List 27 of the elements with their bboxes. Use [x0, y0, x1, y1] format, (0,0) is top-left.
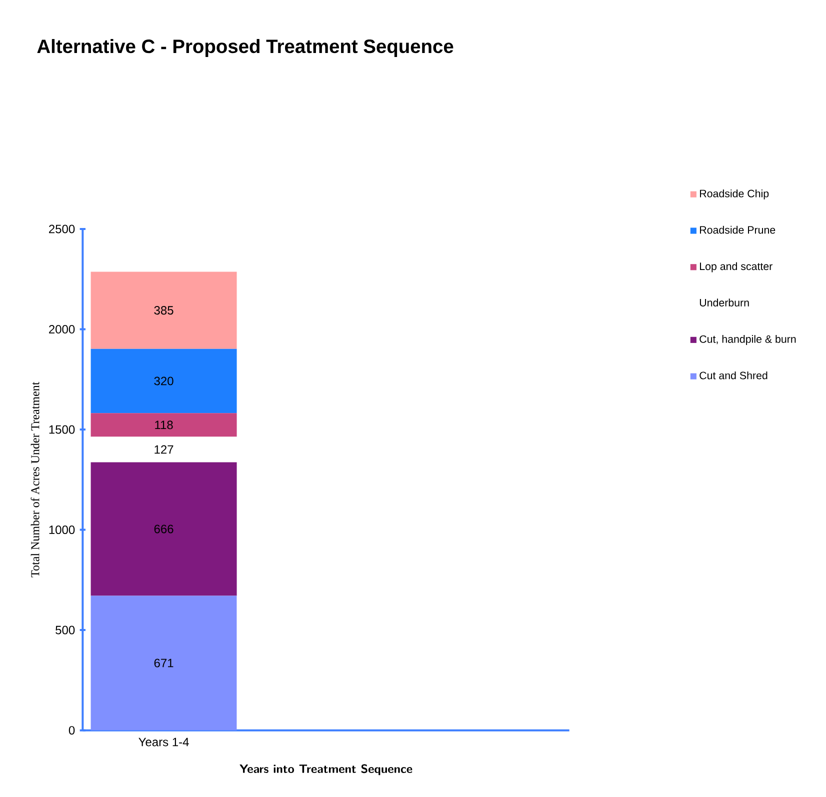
bar — [90, 462, 237, 596]
legend-label: Roadside Prune — [700, 226, 776, 234]
bar — [90, 596, 237, 730]
y-axis-title: Total Number of Acres Under Treatment — [30, 382, 40, 578]
bar — [90, 413, 237, 437]
chart-title: Alternative C - Proposed Treatment Sequence — [37, 39, 454, 57]
legend-label: Cut, handpile & burn — [700, 335, 796, 345]
y-tick-label: 1000 — [49, 526, 75, 534]
legend-label: Cut and Shred — [700, 371, 768, 380]
text: Underburn — [700, 298, 749, 306]
y-tick-label: 2500 — [49, 224, 75, 234]
y-tick-label: 0 — [68, 726, 75, 735]
data-label: 320 — [154, 376, 174, 386]
y-tick-label: 1500 — [49, 425, 75, 434]
data-label: 118 — [155, 420, 173, 430]
y-tick-label: 2000 — [49, 325, 75, 334]
bar — [90, 272, 237, 349]
y-tick-label: 500 — [56, 626, 75, 634]
legend-label: Roadside Chip — [700, 189, 769, 200]
x-axis-title: Years into Treatment Sequence — [240, 764, 412, 776]
bar — [90, 348, 237, 414]
x-tick-label: Years 1-4 — [138, 738, 189, 746]
data-label: 671 — [154, 658, 174, 668]
legend-label: Lop and scatter — [700, 262, 772, 272]
data-label: 666 — [154, 524, 174, 534]
data-label: 385 — [154, 306, 174, 315]
data-label: 127 — [154, 445, 174, 454]
